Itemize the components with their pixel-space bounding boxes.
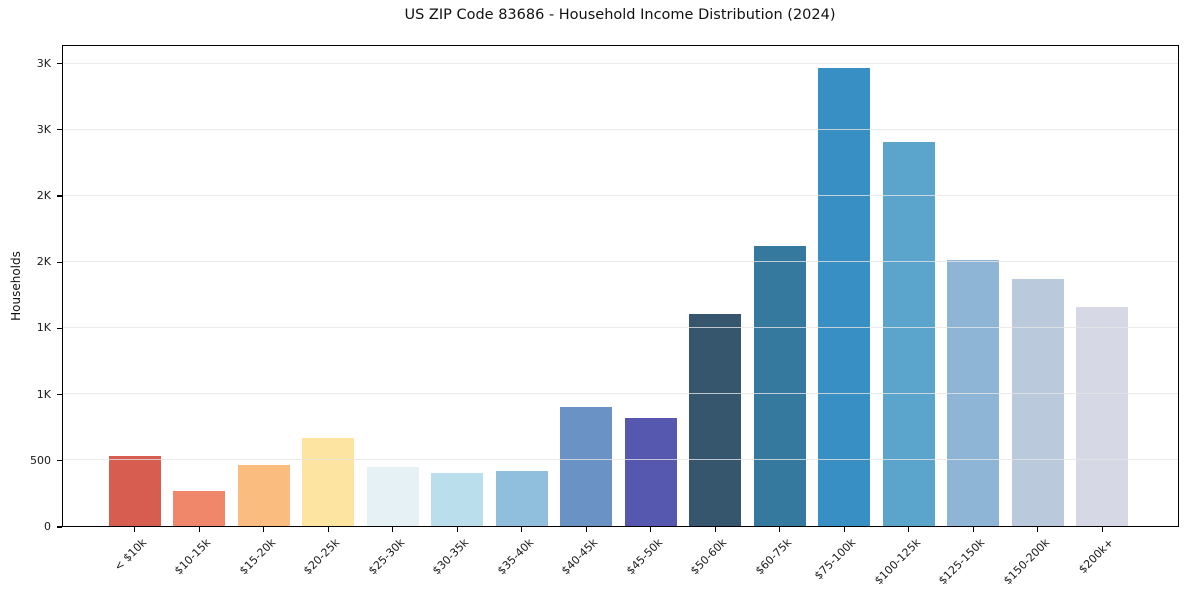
x-tick-mark (908, 527, 910, 532)
bar (1076, 307, 1128, 526)
bar (689, 313, 741, 526)
x-tick-label: $45-50k (623, 536, 665, 578)
y-tick-label: 0 (44, 520, 51, 533)
bar (882, 141, 935, 526)
y-tick-mark (56, 526, 62, 528)
x-tick-mark (263, 527, 265, 532)
bar (173, 491, 225, 526)
y-tick-mark (56, 62, 62, 65)
x-tick-label: $20-25k (301, 536, 343, 578)
x-tick-mark (585, 527, 587, 532)
y-tick-mark (56, 129, 62, 131)
bar (495, 470, 548, 526)
x-tick-label: $50-60k (688, 536, 730, 578)
x-tick-label: $25-30k (365, 536, 407, 578)
plot-area (61, 45, 1179, 527)
bar (1011, 279, 1064, 526)
y-tick-mark (56, 195, 62, 197)
x-tick-mark (134, 527, 136, 532)
y-tick-label: 1K (36, 321, 51, 335)
x-tick-mark (972, 527, 974, 532)
x-tick-mark (1101, 527, 1103, 532)
bar (431, 473, 483, 526)
x-tick-label: $60-75k (752, 536, 794, 578)
y-tick-mark (56, 393, 62, 396)
y-tick-label: 2K (36, 188, 51, 202)
x-tick-mark (392, 527, 394, 532)
bar (108, 456, 161, 526)
bar (560, 407, 612, 526)
x-tick-mark (650, 527, 652, 532)
x-tick-label: $40-45k (559, 536, 601, 578)
y-tick-mark (56, 460, 62, 462)
x-tick-mark (521, 527, 523, 532)
bars-container (63, 46, 1179, 526)
x-tick-mark (1037, 527, 1039, 532)
bar (818, 67, 870, 526)
chart-title: US ZIP Code 83686 - Household Income Dis… (404, 7, 836, 23)
bar (753, 246, 806, 526)
x-tick-label: $35-40k (494, 536, 536, 578)
x-tick-label: $15-20k (236, 536, 278, 578)
y-tick-label: 3K (36, 56, 51, 70)
y-tick-label: 500 (30, 453, 51, 467)
x-tick-mark (327, 527, 329, 532)
x-tick-label: $200k+ (1076, 536, 1117, 577)
x-tick-label: $10-15k (172, 536, 214, 578)
y-tick-mark (56, 327, 62, 329)
bar (302, 437, 354, 526)
x-tick-label: $150-200k (1000, 536, 1052, 588)
x-tick-label: $100-125k (871, 536, 923, 588)
y-tick-label: 1K (36, 387, 51, 401)
x-tick-label: < $10k (111, 536, 149, 574)
x-tick-label: $75-100k (812, 536, 859, 583)
bar (366, 467, 419, 526)
x-tick-label: $125-150k (936, 536, 988, 588)
bar (237, 465, 290, 526)
y-tick-label: 2K (36, 255, 51, 269)
y-tick-label: 3K (36, 122, 51, 136)
y-tick-mark (56, 261, 62, 263)
x-tick-mark (198, 527, 200, 532)
x-tick-mark (779, 527, 781, 532)
bar (947, 259, 999, 526)
x-tick-mark (456, 527, 458, 532)
x-tick-label: $30-35k (430, 536, 472, 578)
bar (624, 417, 677, 526)
x-tick-mark (843, 527, 845, 532)
x-tick-mark (714, 527, 716, 532)
